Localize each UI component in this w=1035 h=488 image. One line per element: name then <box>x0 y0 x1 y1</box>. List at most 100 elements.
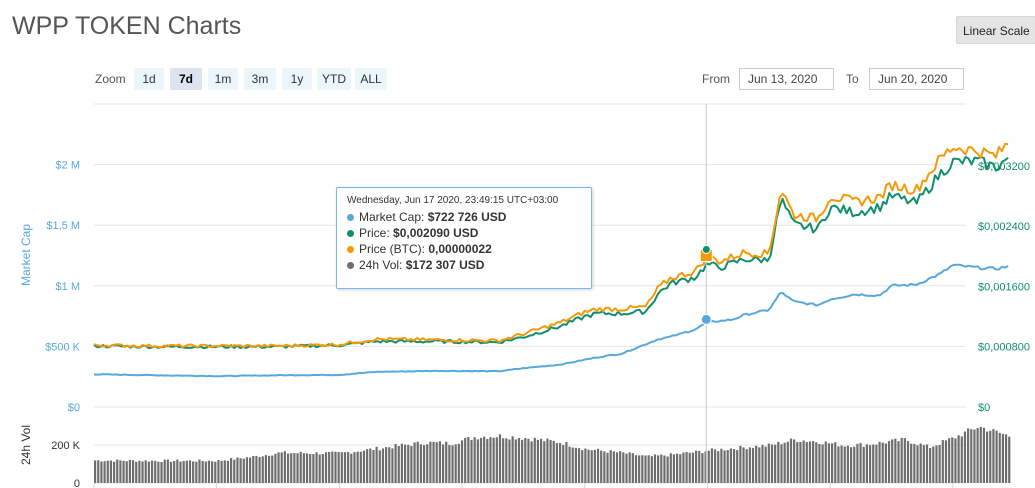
right-tick-label: $0 <box>978 402 990 414</box>
volume-bar <box>397 445 400 483</box>
volume-bar <box>875 444 878 483</box>
left-tick-label: $1,5 M <box>46 220 80 232</box>
volume-bar <box>660 454 663 483</box>
volume-bar <box>214 461 217 483</box>
zoom-button-3m[interactable]: 3m <box>244 68 276 90</box>
volume-bar <box>293 453 296 483</box>
volume-bar <box>154 460 157 483</box>
volume-bar <box>859 443 862 483</box>
volume-bar <box>951 437 954 483</box>
volume-bar <box>220 460 223 483</box>
volume-bar <box>884 443 887 483</box>
volume-bar <box>650 456 653 483</box>
volume-bar <box>135 461 138 483</box>
volume-bar <box>166 459 169 483</box>
volume-bar <box>347 452 350 483</box>
volume-tick-label: 200 K <box>51 440 80 452</box>
to-label: To <box>846 72 859 86</box>
volume-bar <box>815 442 818 483</box>
volume-bar <box>672 454 676 483</box>
volume-bar <box>448 445 451 483</box>
tooltip-label: Price: <box>359 226 390 240</box>
volume-bar <box>489 437 492 483</box>
zoom-button-1m[interactable]: 1m <box>208 68 238 90</box>
volume-bar <box>302 453 305 483</box>
volume-bar <box>862 446 865 483</box>
volume-bar <box>906 441 910 483</box>
to-date-input[interactable]: Jun 20, 2020 <box>869 68 964 90</box>
volume-bar <box>881 442 884 483</box>
volume-bar <box>764 446 767 483</box>
volume-bar <box>305 453 309 483</box>
volume-bar <box>536 439 540 483</box>
volume-bar <box>967 428 970 483</box>
volume-bar <box>201 460 204 483</box>
volume-bar <box>780 444 783 483</box>
volume-bar <box>634 455 638 483</box>
volume-bar <box>739 445 742 483</box>
volume-bar <box>903 438 906 483</box>
left-axis-title: Market Cap <box>19 224 33 286</box>
zoom-button-1y[interactable]: 1y <box>282 68 312 90</box>
volume-bar <box>173 460 176 483</box>
price-line <box>93 156 1009 350</box>
volume-bar <box>217 459 220 483</box>
left-tick-label: $2 M <box>56 160 80 172</box>
volume-bar <box>163 459 166 483</box>
volume-bar <box>925 444 929 483</box>
volume-bar <box>179 461 182 483</box>
volume-bar <box>438 441 441 483</box>
volume-bar <box>119 460 122 483</box>
volume-bar <box>533 437 536 483</box>
volume-bar <box>419 444 422 483</box>
volume-bar <box>856 443 859 483</box>
volume-bar <box>688 452 691 483</box>
tooltip-label: Market Cap: <box>359 210 425 224</box>
volume-bar <box>340 452 343 483</box>
volume-bar <box>286 453 290 483</box>
volume-bar <box>391 448 394 483</box>
zoom-button-7d[interactable]: 7d <box>170 68 202 90</box>
tooltip-row-price: Price: $0,002090 USD <box>347 225 581 241</box>
zoom-button-all[interactable]: ALL <box>355 68 387 90</box>
volume-bar <box>103 461 106 483</box>
volume-bar <box>679 454 682 483</box>
volume-bar <box>195 461 198 483</box>
volume-bar <box>916 445 919 483</box>
volume-bar <box>973 429 976 483</box>
volume-bar <box>577 448 581 483</box>
volume-bar <box>755 445 758 483</box>
volume-bar <box>593 449 596 483</box>
volume-bar <box>985 431 989 483</box>
volume-bar <box>94 460 97 483</box>
volume-bar <box>375 446 378 483</box>
volume-bar <box>198 459 201 483</box>
volume-bar <box>185 460 188 483</box>
volume-bar <box>1008 436 1011 483</box>
volume-bar <box>948 438 951 483</box>
volume-bar <box>622 452 625 483</box>
volume-bar <box>935 445 938 483</box>
volume-bar <box>245 457 249 483</box>
from-label: From <box>702 72 730 86</box>
zoom-button-ytd[interactable]: YTD <box>317 68 351 90</box>
volume-bar <box>445 441 448 483</box>
volume-bar <box>204 461 207 483</box>
linear-scale-button[interactable]: Linear Scale <box>956 16 1035 44</box>
volume-bar <box>524 438 527 483</box>
volume-bar <box>641 455 644 483</box>
from-date-input[interactable]: Jun 13, 2020 <box>739 68 834 90</box>
volume-bar <box>511 436 514 483</box>
volume-bar <box>479 437 483 483</box>
volume-bar <box>530 441 533 483</box>
volume-bar <box>802 440 805 483</box>
volume-bar <box>704 451 707 483</box>
volume-bar <box>910 443 913 483</box>
volume-bar <box>277 452 280 483</box>
volume-bar <box>242 458 245 483</box>
volume-bar <box>331 451 334 483</box>
volume-bar <box>312 454 315 483</box>
volume-bar <box>521 439 524 483</box>
zoom-button-1d[interactable]: 1d <box>134 68 164 90</box>
